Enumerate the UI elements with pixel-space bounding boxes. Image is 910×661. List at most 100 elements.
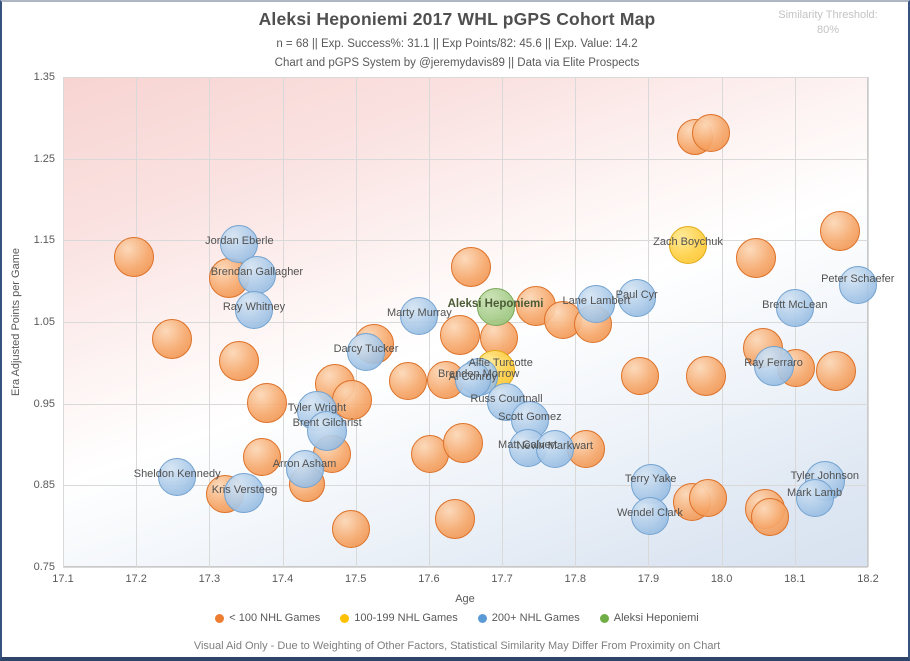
player-label-arron-asham: Arron Asham (272, 458, 337, 470)
player-label-lane-lambert: Lane Lambert (562, 295, 631, 308)
bubble-marty-murray[interactable] (400, 297, 439, 336)
gridline-horizontal (63, 240, 868, 242)
cohort-bubble[interactable] (440, 315, 481, 356)
bubble-jordan-eberle[interactable] (220, 224, 259, 263)
bubble-nevin-markwart[interactable] (535, 430, 574, 469)
bubble-peter-schaefer[interactable] (838, 266, 877, 305)
cohort-bubble[interactable] (688, 479, 727, 518)
y-tick-label: 1.15 (33, 234, 55, 247)
cohort-bubble[interactable] (815, 351, 856, 391)
cohort-bubble[interactable] (388, 361, 427, 400)
cohort-bubble[interactable] (750, 498, 789, 537)
cohort-bubble[interactable] (685, 355, 726, 396)
player-label-kris-versteeg: Kris Versteeg (211, 483, 278, 496)
legend-marker-icon (599, 613, 609, 623)
bubble-wendel-clark[interactable] (630, 496, 669, 535)
cohort-bubble[interactable] (219, 341, 260, 382)
player-label-tyler-johnson: Tyler Johnson (790, 470, 860, 483)
legend-item-aleksi-heponiemi[interactable]: Aleksi Heponiemi (599, 612, 699, 624)
similarity-threshold-label: Similarity Threshold: (778, 9, 878, 21)
gridline-horizontal (63, 485, 868, 487)
cohort-bubble[interactable] (113, 237, 154, 278)
cohort-bubble[interactable] (820, 211, 861, 252)
legend-label: < 100 NHL Games (229, 612, 321, 624)
legend-item-100-199-nhl-games[interactable]: 100-199 NHL Games (340, 612, 458, 624)
legend-item--100-nhl-games[interactable]: < 100 NHL Games (215, 612, 320, 624)
bubble-sheldon-kennedy[interactable] (158, 458, 197, 497)
bubble-brendan-gallagher[interactable] (237, 256, 276, 295)
bubble-zach-boychuk[interactable] (668, 226, 707, 265)
bubble-darcy-tucker[interactable] (346, 333, 385, 372)
bubble-brent-gilchrist[interactable] (307, 410, 348, 451)
gridline-horizontal (63, 77, 868, 78)
bubble-ray-ferraro[interactable] (753, 346, 794, 387)
similarity-threshold-value: 80% (816, 24, 840, 36)
player-label-brent-gilchrist: Brent Gilchrist (292, 416, 362, 429)
cohort-bubble[interactable] (450, 247, 491, 288)
x-tick-label: 17.6 (418, 573, 440, 585)
chart-subtitle-stats: n = 68 || Exp. Success%: 31.1 || Exp Poi… (276, 38, 638, 50)
player-label-zach-boychuk: Zach Boychuk (653, 236, 723, 249)
legend-label: 100-199 NHL Games (354, 612, 458, 624)
similarity-threshold: Similarity Threshold: 80% (758, 8, 898, 38)
player-label-scott-gomez: Scott Gomez (498, 411, 562, 423)
player-label-alfie-turcotte: Alfie Turcotte (468, 357, 533, 370)
cohort-bubble[interactable] (434, 498, 475, 539)
x-tick-label: 18.0 (710, 573, 733, 585)
legend-marker-icon (340, 613, 350, 623)
player-label-wendel-clark: Wendel Clark (616, 506, 683, 519)
bubble-mark-lamb[interactable] (795, 478, 834, 517)
player-label-ray-whitney: Ray Whitney (222, 300, 286, 313)
player-label-nevin-markwart: Nevin Markwart (516, 440, 593, 453)
bubble-brett-mclean[interactable] (775, 289, 814, 328)
cohort-bubble[interactable] (691, 113, 730, 152)
bubble-al-conroy[interactable] (454, 361, 491, 398)
player-label-al-conroy: Al Conroy (448, 370, 497, 383)
y-tick-label: 0.85 (33, 479, 55, 492)
cohort-bubble[interactable] (152, 319, 193, 360)
x-tick-label: 17.5 (345, 573, 367, 585)
chart-subtitle-credit: Chart and pGPS System by @jeremydavis89 … (274, 57, 640, 69)
player-label-sheldon-kennedy: Sheldon Kennedy (133, 468, 221, 481)
bubble-aleksi-heponiemi[interactable] (476, 288, 515, 327)
cohort-bubble[interactable] (243, 437, 282, 476)
player-label-tyler-wright: Tyler Wright (287, 402, 347, 415)
bubble-paul-cyr[interactable] (617, 278, 656, 317)
legend-label: Aleksi Heponiemi (613, 612, 699, 624)
chart-title: Aleksi Heponiemi 2017 WHL pGPS Cohort Ma… (258, 9, 656, 29)
player-label-matt-calvert: Matt Calvert (498, 438, 558, 451)
x-tick-label: 18.1 (784, 573, 806, 585)
gridline-vertical (868, 77, 869, 567)
y-tick-label: 0.95 (33, 397, 55, 410)
x-tick-label: 18.2 (857, 573, 879, 585)
player-label-brendan-gallagher: Brendan Gallagher (210, 266, 304, 279)
bubble-arron-asham[interactable] (285, 450, 324, 488)
cohort-bubble[interactable] (621, 356, 660, 395)
chart-legend: < 100 NHL Games 100-199 NHL Games 200+ NHL… (2, 612, 908, 624)
player-label-brenden-morrow: Brenden Morrow (438, 367, 520, 380)
x-tick-label: 17.2 (125, 573, 147, 585)
legend-marker-icon (215, 613, 225, 623)
cohort-bubble[interactable] (247, 382, 288, 423)
player-label-mark-lamb: Mark Lamb (787, 486, 843, 499)
legend-marker-icon (477, 613, 487, 623)
y-axis-title: Era Adjusted Points per Game (10, 248, 22, 396)
cohort-bubble[interactable] (736, 238, 777, 279)
x-tick-label: 17.4 (271, 573, 294, 585)
player-label-paul-cyr: Paul Cyr (615, 288, 658, 301)
player-label-aleksi-heponiemi: Aleksi Heponiemi (447, 298, 544, 311)
x-tick-label: 17.1 (52, 573, 74, 585)
cohort-bubble[interactable] (443, 422, 484, 463)
bubble-ray-whitney[interactable] (235, 290, 273, 329)
player-label-peter-schaefer: Peter Schaefer (821, 273, 895, 286)
legend-item-200-nhl-games[interactable]: 200+ NHL Games (477, 612, 580, 624)
bubble-lane-lambert[interactable] (577, 285, 616, 324)
bubble-kris-versteeg[interactable] (224, 472, 265, 513)
player-label-terry-yake: Terry Yake (624, 472, 677, 485)
y-tick-label: 0.75 (33, 561, 55, 573)
disclaimer-text: Visual Aid Only - Due to Weighting of Ot… (193, 640, 721, 652)
player-label-brett-mclean: Brett McLean (762, 299, 828, 312)
cohort-bubble[interactable] (331, 510, 370, 549)
